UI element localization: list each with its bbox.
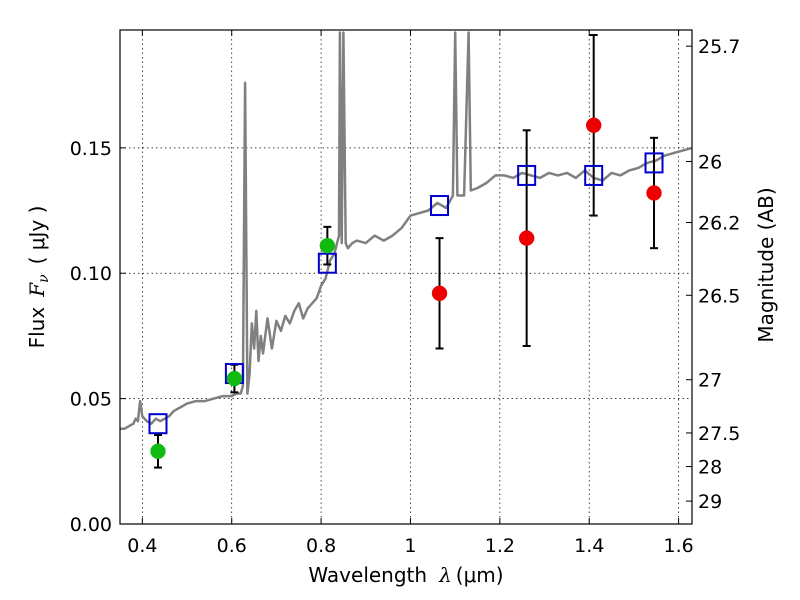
model-photometry-square (584, 164, 604, 186)
observed-nir-point (585, 117, 602, 134)
y-tick-label: 0.05 (70, 389, 112, 411)
observed-optical-point (319, 237, 336, 254)
x-tick-label: 1.4 (574, 535, 604, 557)
model-photometry-square (644, 152, 664, 174)
x-tick-label: 1.6 (663, 535, 693, 557)
x-tick-label: 0.4 (127, 535, 157, 557)
spectrum-line (120, 31, 692, 430)
y-tick-label: 0.15 (70, 138, 112, 160)
right-axis-title: Magnitude (AB) (754, 187, 778, 342)
mag-tick-label: 29 (698, 491, 722, 513)
mag-tick-label: 25.7 (698, 36, 740, 58)
mag-tick-label: 26.5 (698, 285, 740, 307)
observed-nir-point (646, 185, 662, 201)
x-tick-label: 0.8 (306, 535, 336, 557)
mag-tick-label: 27.5 (698, 423, 740, 445)
observed-optical-point (150, 443, 166, 460)
mag-tick-label: 26.2 (698, 213, 740, 235)
axis-ticks: 0.4 0.6 0.8 1 1.2 1.4 1.6 0.00 0.05 0.10 0.15 25.7 2… (70, 30, 740, 557)
observed-nir-point (431, 285, 448, 302)
grid-lines (120, 30, 692, 525)
model-photometry-square (148, 413, 168, 435)
photometry-markers (148, 117, 664, 460)
x-tick-label: 1.2 (485, 535, 515, 557)
x-tick-label: 1 (404, 535, 416, 557)
y-tick-label: 0.00 (70, 514, 112, 536)
x-tick-label: 0.6 (217, 535, 247, 557)
plot-frame (119, 29, 693, 525)
y-axis-title: FluxFν( μJy ) (25, 206, 52, 349)
mag-tick-label: 26 (698, 152, 722, 174)
x-axis-title: Wavelength λ (μm) (308, 563, 503, 587)
mag-tick-label: 28 (698, 457, 722, 479)
mag-tick-label: 27 (698, 370, 722, 392)
model-photometry-square (517, 164, 537, 186)
model-photometry-square (430, 195, 450, 217)
error-bars (153, 34, 659, 469)
observed-optical-point (226, 370, 243, 387)
model-spectrum (120, 31, 692, 430)
y-tick-label: 0.10 (70, 263, 112, 285)
model-photometry-square (317, 252, 337, 274)
observed-nir-point (518, 230, 535, 246)
